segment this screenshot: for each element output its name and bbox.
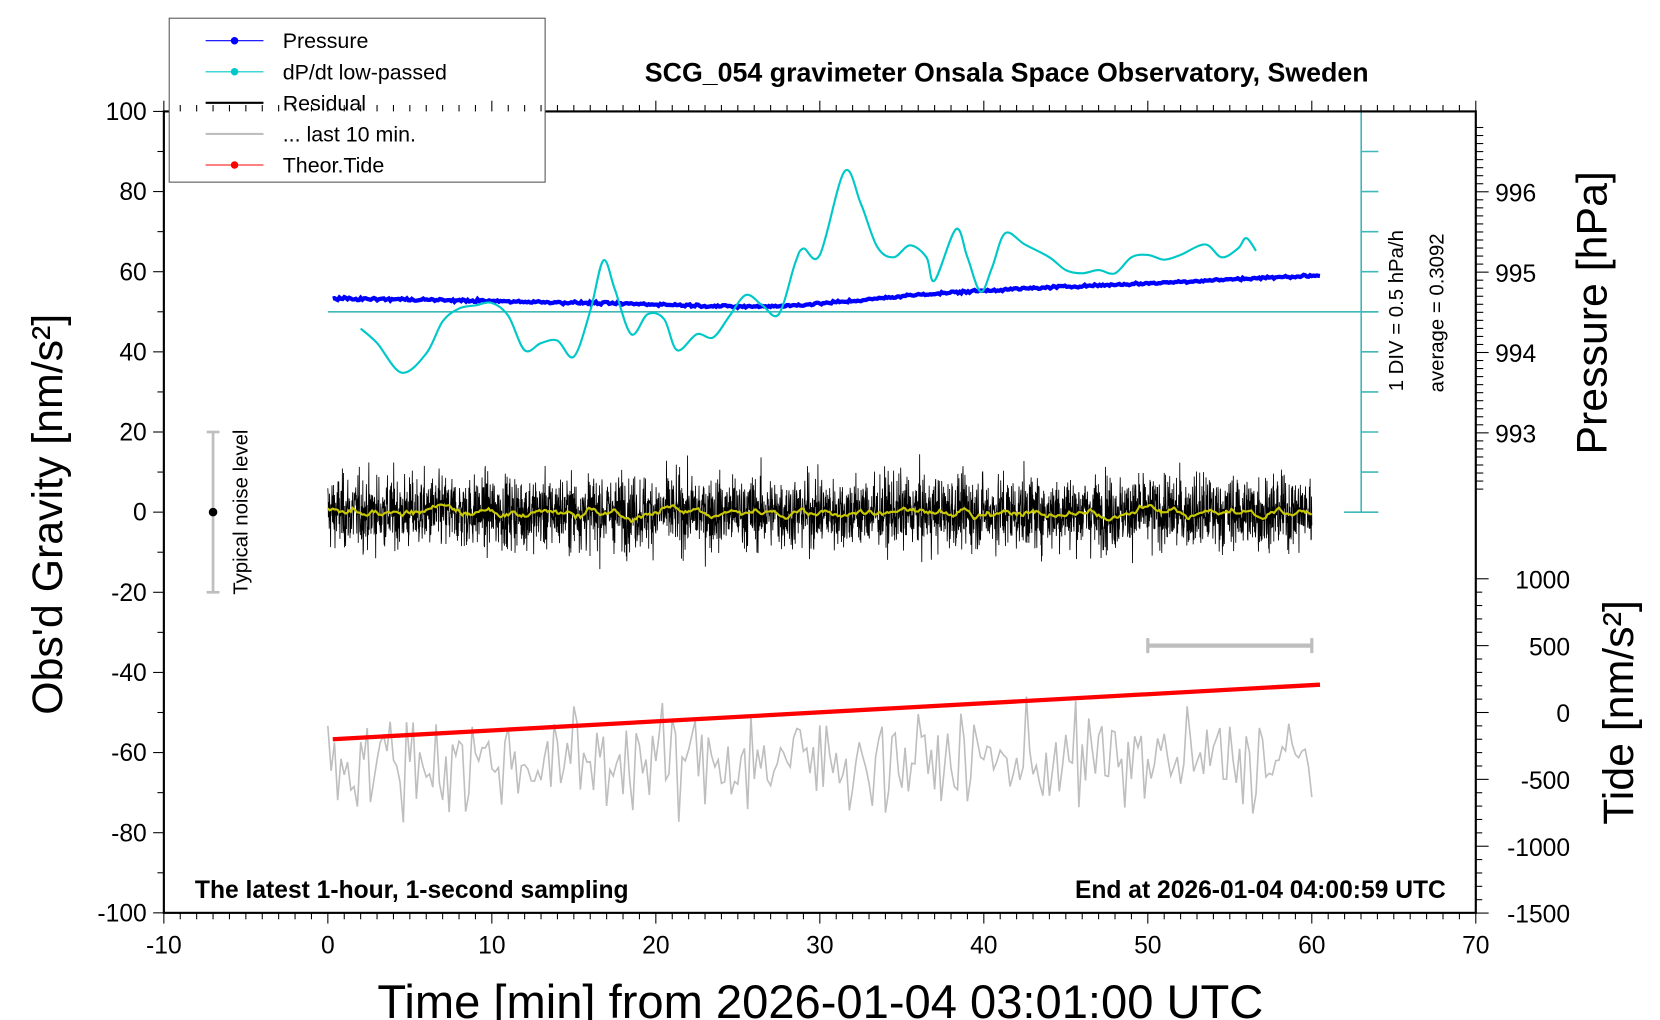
legend-label: Residual xyxy=(283,91,366,115)
noise-label: Typical noise level xyxy=(230,430,252,595)
y-tick-label: -100 xyxy=(97,900,146,927)
x-tick-label: 60 xyxy=(1298,933,1325,960)
y-tick-label: -60 xyxy=(111,740,147,767)
average-label: average = 0.3092 xyxy=(1427,233,1449,392)
y-tick-label: 100 xyxy=(106,99,147,126)
sampling-annotation: The latest 1-hour, 1-second sampling xyxy=(195,877,629,904)
legend-marker xyxy=(230,161,239,169)
x-tick-label: 10 xyxy=(478,933,505,960)
legend-marker xyxy=(230,36,239,45)
last-10-min-line xyxy=(327,696,1313,823)
y-tick-label: 60 xyxy=(119,259,146,286)
plot-area xyxy=(206,110,1379,823)
pressure-axis-label: Pressure [hPa] xyxy=(1568,171,1616,454)
x-tick-label: 70 xyxy=(1462,933,1489,960)
x-tick-label: -10 xyxy=(146,933,182,960)
tide-tick-label: 1000 xyxy=(1515,567,1570,594)
x-tick-label: 0 xyxy=(321,933,335,960)
legend-label: Pressure xyxy=(283,29,369,53)
pressure-tick-label: 993 xyxy=(1495,421,1536,448)
pressure-line xyxy=(332,272,1321,311)
legend-marker xyxy=(230,68,239,76)
x-tick-label: 20 xyxy=(642,933,669,960)
x-tick-label: 50 xyxy=(1134,933,1161,960)
y-tick-label: -40 xyxy=(111,660,147,687)
y-tick-label: 80 xyxy=(119,179,146,206)
legend: Pressure dP/dt low-passed Residual ... last… xyxy=(168,17,546,183)
residual-smoothed-line xyxy=(327,503,1313,523)
x-axis-label: Time [min] from 2026-01-04 03:01:00 UTC xyxy=(377,975,1263,1020)
tide-tick-label: -500 xyxy=(1521,768,1570,795)
tide-axis-label: Tide [nm/s²] xyxy=(1595,600,1643,825)
y-axis-label: Obs'd Gravity [nm/s²] xyxy=(24,314,72,715)
end-time-annotation: End at 2026-01-04 04:00:59 UTC xyxy=(1075,877,1446,904)
pressure-tick-label: 995 xyxy=(1495,261,1536,288)
tide-line xyxy=(332,682,1321,742)
residual-line xyxy=(327,454,1313,570)
y-tick-label: 20 xyxy=(119,420,146,447)
tide-tick-label: -1000 xyxy=(1507,835,1570,862)
legend-label: Theor.Tide xyxy=(283,153,385,177)
pressure-tick-label: 996 xyxy=(1495,180,1536,207)
div-label: 1 DIV = 0.5 hPa/h xyxy=(1386,230,1408,391)
noise-bar-center xyxy=(208,507,218,517)
y-tick-label: 0 xyxy=(133,500,147,527)
legend-box xyxy=(168,17,546,183)
y-tick-label: 40 xyxy=(119,339,146,366)
tide-tick-label: 0 xyxy=(1556,701,1570,728)
pressure-tick-label: 994 xyxy=(1495,341,1536,368)
x-tick-label: 40 xyxy=(970,933,997,960)
y-tick-label: -80 xyxy=(111,820,147,847)
y-tick-label: -20 xyxy=(111,580,147,607)
tide-tick-label: 500 xyxy=(1529,634,1570,661)
legend-label: dP/dt low-passed xyxy=(283,60,447,84)
x-tick-label: 30 xyxy=(806,933,833,960)
tide-tick-label: -1500 xyxy=(1507,902,1570,929)
legend-label: ... last 10 min. xyxy=(283,122,416,146)
chart-title: SCG_054 gravimeter Onsala Space Observat… xyxy=(645,57,1369,87)
dpdt-line xyxy=(359,168,1257,374)
